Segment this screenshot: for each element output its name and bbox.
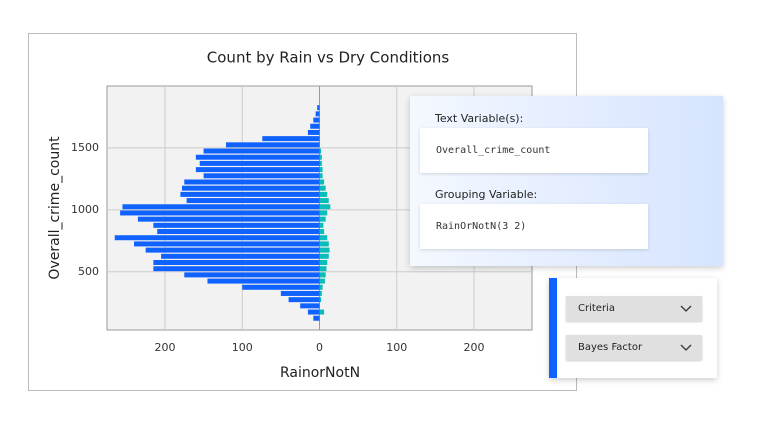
bar [195, 167, 320, 173]
bar [203, 173, 320, 179]
bar [300, 303, 320, 309]
bar [280, 290, 320, 296]
factor-text: Bayes Factor [578, 342, 643, 353]
bar [262, 136, 320, 142]
bar [180, 191, 320, 197]
y-tick-label: 1000 [71, 203, 99, 216]
bar [134, 241, 320, 247]
bar [315, 111, 320, 117]
bar [317, 105, 320, 111]
x-tick-label: 100 [386, 341, 407, 354]
bar [319, 222, 324, 228]
bar [319, 290, 322, 296]
bar [319, 148, 322, 154]
bar [181, 185, 320, 191]
grouping-variable-input[interactable]: RainOrNotN(3 2) [420, 204, 648, 249]
bar [319, 235, 328, 241]
grouping-variable-label: Grouping Variable: [435, 188, 538, 201]
bar [137, 216, 320, 222]
bar [319, 179, 325, 185]
bar [184, 272, 320, 278]
bar [120, 210, 320, 216]
bar [319, 309, 325, 315]
bar [203, 148, 320, 154]
bar [319, 210, 328, 216]
bar [319, 284, 323, 290]
bar [122, 204, 320, 210]
bar [319, 266, 327, 272]
bar [195, 154, 320, 160]
bar [153, 266, 320, 272]
factor-dropdown[interactable]: Bayes Factor [566, 335, 702, 360]
x-tick-label: 200 [464, 341, 485, 354]
criteria-text: Criteria [578, 303, 615, 314]
bar [153, 222, 320, 228]
bar [145, 247, 320, 253]
bar [319, 278, 325, 284]
bar [161, 253, 320, 259]
bar [319, 173, 323, 179]
bar [199, 160, 320, 166]
chevron [680, 344, 692, 351]
bar [307, 129, 320, 135]
options-panel: Criteria Bayes Factor [549, 278, 717, 378]
y-tick-label: 500 [78, 265, 99, 278]
x-tick-label: 0 [316, 341, 323, 354]
bar [319, 297, 322, 303]
bar [313, 117, 320, 123]
bar [313, 315, 320, 321]
bar [153, 260, 320, 265]
bar [207, 278, 320, 284]
bar [319, 260, 328, 265]
variables-panel: Text Variable(s): Overall_crime_count Gr… [410, 96, 723, 266]
bar [319, 198, 329, 204]
text-variable-input[interactable]: Overall_crime_count [420, 128, 648, 173]
x-axis-label: RainorNotN [280, 365, 360, 381]
bar [114, 235, 320, 241]
bar [319, 204, 331, 210]
bar [319, 160, 322, 166]
bar [242, 284, 320, 290]
bar [157, 229, 320, 235]
bar [319, 272, 326, 278]
bar [186, 198, 320, 204]
bar [307, 309, 320, 315]
bar [226, 142, 320, 148]
bar [319, 253, 329, 259]
bar [319, 154, 322, 160]
bar [319, 229, 325, 235]
chart-title: Count by Rain vs Dry Conditions [207, 49, 450, 67]
bar [319, 185, 326, 191]
bar [319, 167, 323, 173]
chevron [680, 305, 692, 312]
bar [288, 297, 320, 303]
bar [319, 191, 328, 197]
y-tick-label: 1500 [71, 141, 99, 154]
y-axis-label: Overall_crime_count [47, 136, 63, 280]
text-variable-label: Text Variable(s): [435, 112, 524, 125]
bar [319, 247, 330, 253]
bar [310, 123, 320, 129]
criteria-dropdown[interactable]: Criteria [566, 296, 702, 321]
x-tick-label: 100 [232, 341, 253, 354]
x-tick-label: 200 [154, 341, 175, 354]
bar [319, 216, 326, 222]
bar [184, 179, 320, 185]
bar [319, 241, 329, 247]
